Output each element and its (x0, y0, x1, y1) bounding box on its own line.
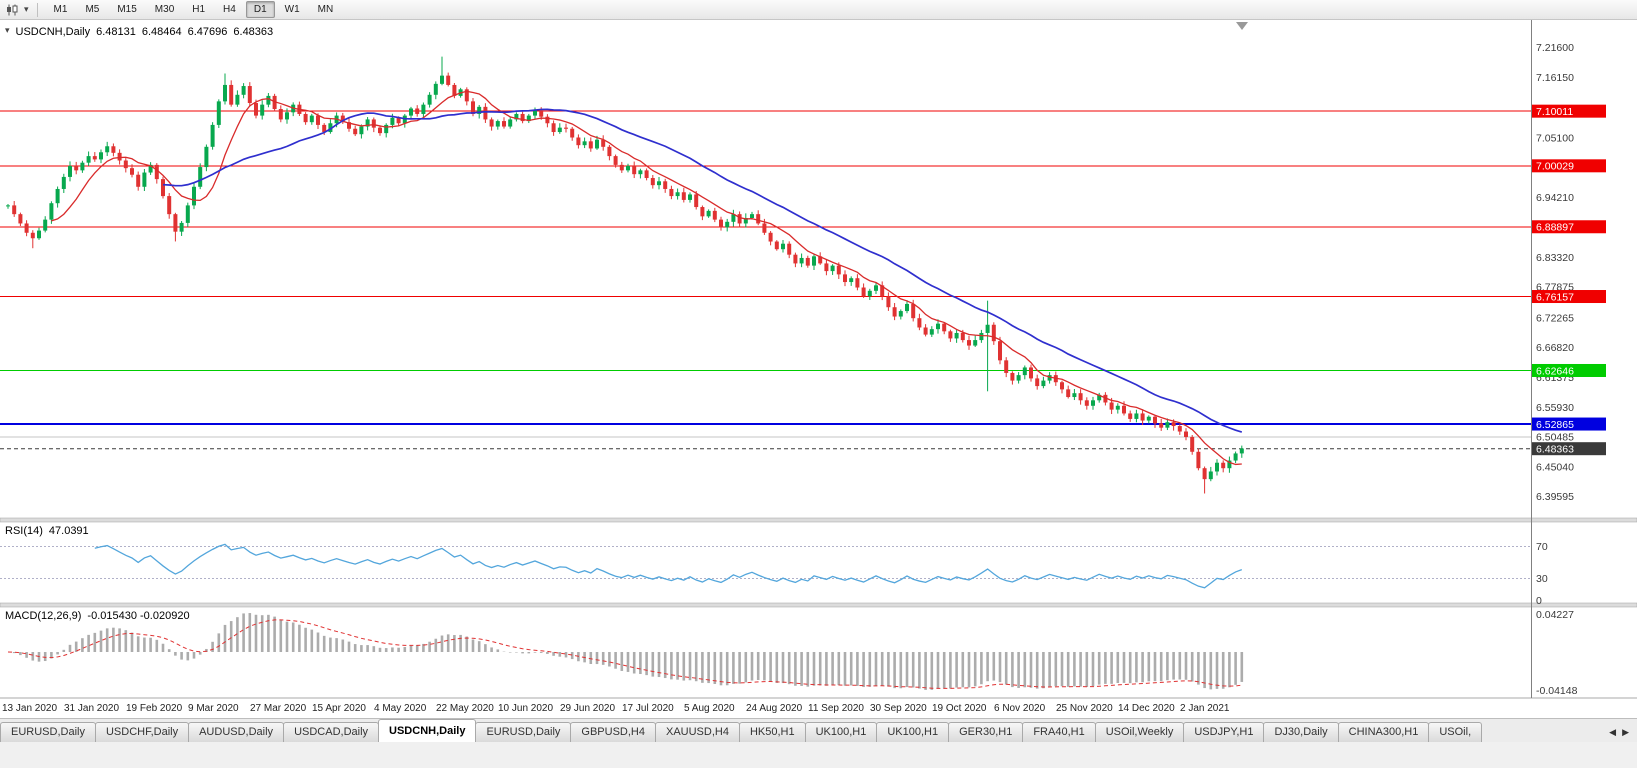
svg-text:7.00029: 7.00029 (1536, 161, 1574, 173)
svg-text:30: 30 (1536, 573, 1548, 585)
svg-text:6.39595: 6.39595 (1536, 491, 1574, 503)
chart-tab-hk50-h1[interactable]: HK50,H1 (738, 722, 806, 742)
svg-text:6.50485: 6.50485 (1536, 432, 1574, 444)
chart-tabs-bar: EURUSD,Daily USDCHF,Daily AUDUSD,Daily USDC… (0, 718, 1637, 742)
date-axis: 13 Jan 2020 31 Jan 2020 19 Feb 2020 9 Mar 2… (2, 703, 1230, 714)
candles-layer (6, 56, 1244, 494)
timeframe-button-w1[interactable]: W1 (277, 1, 308, 18)
macd-histogram (12, 613, 1244, 690)
svg-text:7.05100: 7.05100 (1536, 133, 1574, 145)
chart-tab-uk100-h1[interactable]: UK100,H1 (804, 722, 878, 742)
svg-text:7.10011: 7.10011 (1536, 106, 1573, 118)
svg-text:6.76157: 6.76157 (1536, 291, 1574, 303)
svg-text:15 Apr 2020: 15 Apr 2020 (312, 703, 366, 714)
svg-text:70: 70 (1536, 541, 1548, 553)
timeframe-button-h1[interactable]: H1 (184, 1, 213, 18)
svg-text:6.72265: 6.72265 (1536, 312, 1574, 324)
chart-tab-ger30-h1[interactable]: GER30,H1 (948, 722, 1024, 742)
svg-text:5 Aug 2020: 5 Aug 2020 (684, 703, 735, 714)
macd-axis: 0.04227 -0.04148 (1536, 609, 1578, 697)
svg-text:24 Aug 2020: 24 Aug 2020 (746, 703, 803, 714)
ma-slow-line (162, 108, 1243, 433)
svg-text:6.52865: 6.52865 (1536, 419, 1574, 431)
tab-scroll-right[interactable]: ▶ (1622, 727, 1629, 737)
chart-tab-xauusd-h4[interactable]: XAUUSD,H4 (654, 722, 740, 742)
svg-text:11 Sep 2020: 11 Sep 2020 (808, 703, 864, 714)
svg-text:6.83320: 6.83320 (1536, 252, 1574, 264)
svg-text:29 Jun 2020: 29 Jun 2020 (560, 703, 615, 714)
price-axis-badges: 7.10011 7.00029 6.88897 6.76157 6.62646 6.528… (1532, 104, 1606, 455)
svg-text:22 May 2020: 22 May 2020 (436, 703, 494, 714)
svg-text:6 Nov 2020: 6 Nov 2020 (994, 703, 1046, 714)
svg-text:7.21600: 7.21600 (1536, 42, 1574, 54)
svg-text:6.66820: 6.66820 (1536, 342, 1574, 354)
svg-text:0: 0 (1536, 595, 1542, 607)
chart-tab-usdchf-daily[interactable]: USDCHF,Daily (94, 722, 190, 742)
svg-text:6.55930: 6.55930 (1536, 402, 1574, 414)
timeframe-button-group: M1 M5 M15 M30 H1 H4 D1 W1 MN (46, 1, 342, 18)
svg-text:2 Jan 2021: 2 Jan 2021 (1180, 703, 1230, 714)
svg-text:14 Dec 2020: 14 Dec 2020 (1118, 703, 1175, 714)
candlestick-chart-icon[interactable] (4, 3, 21, 17)
ma-fast-line (51, 90, 1242, 466)
timeframe-button-m15[interactable]: M15 (109, 1, 144, 18)
price-axis-ticks: 7.216007.161507.051006.942106.833206.778… (1536, 42, 1574, 503)
chart-tab-eurusd-daily[interactable]: EURUSD,Daily (475, 722, 572, 742)
svg-text:7.16150: 7.16150 (1536, 72, 1574, 84)
svg-text:4 May 2020: 4 May 2020 (374, 703, 427, 714)
chart-tab-dj30-daily[interactable]: DJ30,Daily (1263, 722, 1339, 742)
svg-text:27 Mar 2020: 27 Mar 2020 (250, 703, 307, 714)
svg-text:0.04227: 0.04227 (1536, 609, 1574, 621)
chart-type-dropdown-icon[interactable]: ▾ (24, 4, 29, 14)
svg-text:13 Jan 2020: 13 Jan 2020 (2, 703, 57, 714)
chart-tab-eurusd-daily[interactable]: EURUSD,Daily (0, 722, 96, 742)
top-toolbar: ▾ M1 M5 M15 M30 H1 H4 D1 W1 MN (0, 0, 1637, 20)
chart-tab-usoil-weekly[interactable]: USOil,Weekly (1094, 722, 1185, 742)
svg-text:6.62646: 6.62646 (1536, 365, 1574, 377)
chart-tab-usdjpy-h1[interactable]: USDJPY,H1 (1183, 722, 1265, 742)
chart-area[interactable]: 70 30 0 0.04227 -0.04148 7.21600 7.16150 7.0510… (0, 20, 1637, 718)
svg-text:10 Jun 2020: 10 Jun 2020 (498, 703, 553, 714)
candlestick-chart-icon-glyph (7, 4, 18, 15)
toolbar-separator (36, 2, 38, 17)
timeframe-button-m1[interactable]: M1 (46, 1, 76, 18)
chart-tab-fra40-h1[interactable]: FRA40,H1 (1022, 722, 1096, 742)
svg-text:19 Feb 2020: 19 Feb 2020 (126, 703, 183, 714)
timeframe-button-d1[interactable]: D1 (245, 1, 275, 18)
chart-tab-gbpusd-h4[interactable]: GBPUSD,H4 (570, 722, 656, 742)
svg-text:6.48363: 6.48363 (1536, 443, 1574, 455)
chart-tab-uk100-h1[interactable]: UK100,H1 (876, 722, 950, 742)
svg-text:25 Nov 2020: 25 Nov 2020 (1056, 703, 1113, 714)
svg-text:17 Jul 2020: 17 Jul 2020 (622, 703, 674, 714)
timeframe-button-mn[interactable]: MN (310, 1, 342, 18)
rsi-axis: 70 30 0 (1536, 541, 1548, 607)
svg-text:31 Jan 2020: 31 Jan 2020 (64, 703, 119, 714)
chart-tab-usdcad-daily[interactable]: USDCAD,Daily (283, 722, 380, 742)
pane-separators[interactable] (0, 517, 1637, 699)
chart-tab-usdcnh-daily[interactable]: USDCNH,Daily (378, 719, 477, 742)
chart-tab-china300-h1[interactable]: CHINA300,H1 (1337, 722, 1430, 742)
svg-text:6.94210: 6.94210 (1536, 192, 1574, 204)
price-chart[interactable]: 70 30 0 0.04227 -0.04148 7.21600 7.16150 7.0510… (0, 20, 1637, 718)
macd-signal-line (7, 619, 1242, 689)
tab-scroll-left[interactable]: ◀ (1609, 727, 1617, 737)
rsi-line (94, 543, 1243, 589)
svg-text:6.45040: 6.45040 (1536, 461, 1574, 473)
svg-text:9 Mar 2020: 9 Mar 2020 (188, 703, 239, 714)
timeframe-button-m30[interactable]: M30 (147, 1, 182, 18)
tab-scroll-arrows: ◀ ▶ (1601, 727, 1637, 742)
svg-text:-0.04148: -0.04148 (1536, 685, 1578, 697)
chart-tab-audusd-daily[interactable]: AUDUSD,Daily (188, 722, 285, 742)
chart-tab-usoil-[interactable]: USOil, (1428, 722, 1483, 742)
svg-text:19 Oct 2020: 19 Oct 2020 (932, 703, 987, 714)
chart-shift-marker[interactable] (1236, 22, 1248, 30)
svg-text:6.88897: 6.88897 (1536, 222, 1574, 234)
timeframe-button-h4[interactable]: H4 (215, 1, 244, 18)
chart-tabs: EURUSD,Daily USDCHF,Daily AUDUSD,Daily USDC… (0, 719, 1601, 742)
timeframe-button-m5[interactable]: M5 (77, 1, 107, 18)
svg-text:30 Sep 2020: 30 Sep 2020 (870, 703, 927, 714)
